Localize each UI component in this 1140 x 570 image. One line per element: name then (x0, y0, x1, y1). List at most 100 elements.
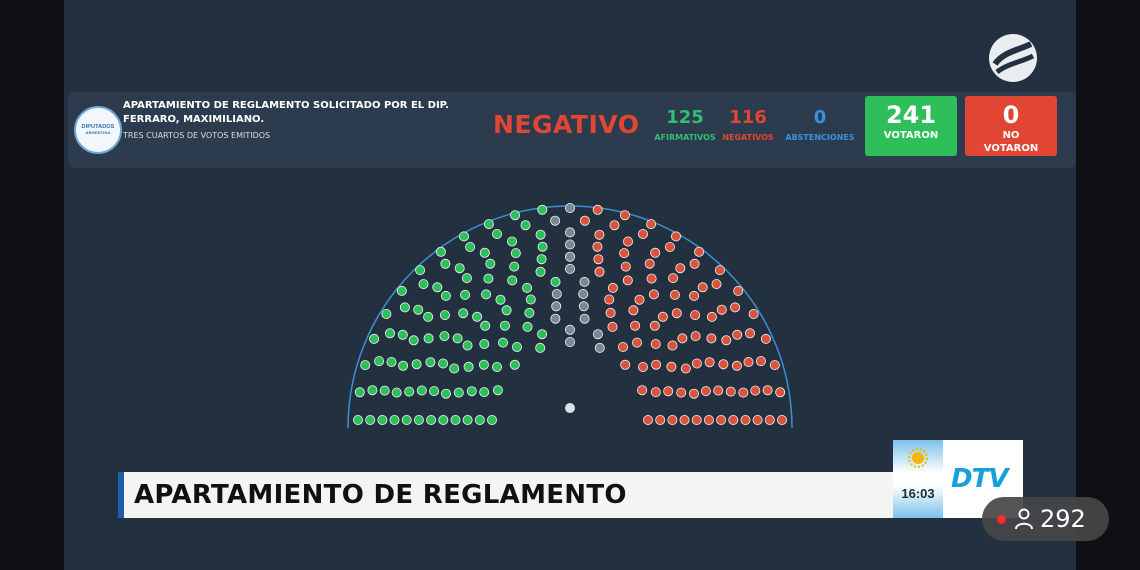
seat-absent (564, 227, 575, 238)
negativos-count: 116 NEGATIVOS (722, 107, 774, 142)
seat-afirm (510, 210, 521, 221)
seat-neg (594, 229, 605, 240)
seat-neg (619, 248, 630, 259)
seat-neg (769, 360, 780, 371)
seat-neg (725, 386, 736, 397)
seat-neg (690, 331, 701, 342)
seat-afirm (486, 414, 497, 425)
seat-afirm (537, 204, 548, 215)
seat-afirm (429, 386, 440, 397)
votaron-label: VOTARON (883, 130, 939, 141)
seat-afirm (466, 386, 477, 397)
seat-afirm (418, 279, 429, 290)
seat-afirm (524, 307, 535, 318)
negativos-label: NEGATIVOS (722, 133, 774, 142)
lower-third-banner: APARTAMIENTO DE REGLAMENTO (118, 472, 899, 518)
seat-neg (679, 414, 690, 425)
seat-afirm (432, 282, 443, 293)
votaron-value: 241 (885, 101, 937, 129)
seat-afirm (440, 258, 451, 269)
seat-neg (748, 308, 759, 319)
seat-afirm (404, 386, 415, 397)
seat-neg (776, 414, 787, 425)
sun-icon (908, 448, 928, 468)
headline: APARTAMIENTO DE REGLAMENTO (134, 480, 627, 510)
seat-neg (762, 385, 773, 396)
seat-afirm (441, 388, 452, 399)
seat-afirm (462, 340, 473, 351)
seat-afirm (438, 358, 449, 369)
seat-afirm (495, 294, 506, 305)
seat-afirm (479, 247, 490, 258)
seat-afirm (479, 387, 490, 398)
seat-afirm (367, 385, 378, 396)
clock-time: 16:03 (901, 486, 935, 501)
seat-afirm (401, 414, 412, 425)
seat-afirm (485, 258, 496, 269)
seat-afirm (507, 275, 518, 286)
seat-neg (607, 321, 618, 332)
seat-afirm (408, 335, 419, 346)
seat-afirm (354, 387, 365, 398)
seat-absent (564, 263, 575, 274)
seat-neg (668, 273, 679, 284)
seat-afirm (480, 320, 491, 331)
seat-afirm (491, 229, 502, 240)
seat-neg (728, 414, 739, 425)
abstenciones-label: ABSTENCIONES (785, 133, 855, 142)
seat-neg (697, 282, 708, 293)
seat-afirm (411, 359, 422, 370)
seat-afirm (453, 387, 464, 398)
seat-neg (744, 328, 755, 339)
seat-neg (733, 285, 744, 296)
votaron-box: 241 VOTARON (865, 96, 957, 156)
seat-neg (716, 304, 727, 315)
vote-result: NEGATIVO (493, 110, 640, 139)
seat-afirm (374, 356, 385, 367)
seat-afirm (425, 357, 436, 368)
seat-afirm (506, 236, 517, 247)
viewer-count-pill[interactable]: 292 (982, 497, 1109, 541)
seat-neg (669, 289, 680, 300)
seat-afirm (460, 289, 471, 300)
seat-absent (564, 202, 575, 213)
seat-afirm (379, 385, 390, 396)
seat-afirm (369, 333, 380, 344)
seat-neg (648, 289, 659, 300)
seat-neg (594, 266, 605, 277)
seat-neg (651, 359, 662, 370)
seat-neg (677, 333, 688, 344)
seat-afirm (438, 414, 449, 425)
seat-neg (664, 242, 675, 253)
seat-afirm (509, 359, 520, 370)
seat-neg (634, 294, 645, 305)
seat-neg (706, 311, 717, 322)
seat-afirm (537, 241, 548, 252)
seat-neg (691, 414, 702, 425)
seat-afirm (381, 308, 392, 319)
seat-afirm (510, 248, 521, 259)
seat-neg (655, 414, 666, 425)
user-icon (1015, 508, 1033, 530)
seat-neg (607, 282, 618, 293)
seat-neg (605, 307, 616, 318)
motion-title: APARTAMIENTO DE REGLAMENTO SOLICITADO PO… (123, 100, 449, 125)
seat-neg (650, 338, 661, 349)
seat-absent (551, 301, 562, 312)
seat-afirm (536, 254, 547, 265)
seat-neg (775, 387, 786, 398)
seat-neg (670, 231, 681, 242)
seat-afirm (398, 360, 409, 371)
abstenciones-value: 0 (813, 107, 827, 128)
seat-absent (550, 215, 561, 226)
seal-line: DIPUTADOS (81, 124, 115, 130)
seat-afirm (461, 273, 472, 284)
no-votaron-box: 0 NO VOTARON (965, 96, 1057, 156)
seat-afirm (450, 414, 461, 425)
seat-afirm (537, 329, 548, 340)
seat-afirm (491, 361, 502, 372)
seat-neg (609, 220, 620, 231)
seat-neg (764, 414, 775, 425)
seat-afirm (501, 305, 512, 316)
seat-afirm (413, 414, 424, 425)
